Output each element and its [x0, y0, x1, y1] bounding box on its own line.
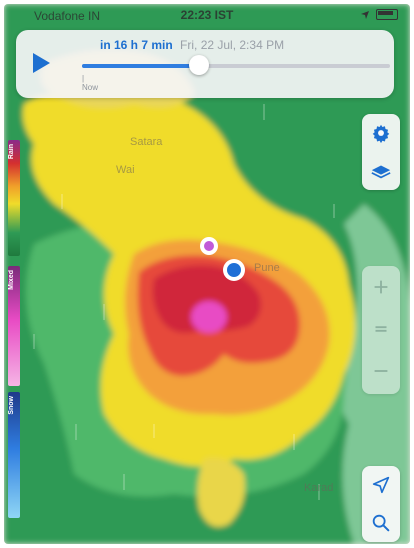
- legend-snow: Snow: [8, 392, 20, 518]
- search-icon: [372, 514, 390, 532]
- rain-area-south-yellow: [197, 458, 245, 527]
- play-button[interactable]: [26, 48, 56, 78]
- map-controls-top: [362, 114, 400, 190]
- status-bar: Vodafone IN 22:23 IST: [4, 4, 410, 28]
- status-right-icons: [360, 9, 398, 20]
- map-town-label: Wai: [116, 164, 135, 176]
- layers-icon: [371, 165, 391, 179]
- rain-area-extreme: [191, 301, 227, 333]
- app-screen: Satara Pune Karad Wai Vodafone IN 22:23 …: [4, 4, 410, 544]
- user-location-dot: [227, 263, 241, 277]
- equals-icon: [375, 326, 387, 332]
- timeline-slider-thumb[interactable]: [189, 55, 210, 75]
- zoom-in-button[interactable]: [362, 266, 400, 308]
- minus-icon: [374, 370, 388, 372]
- play-icon: [33, 53, 50, 73]
- battery-icon: [376, 9, 398, 20]
- rain-area-darkred: [152, 265, 262, 333]
- radar-player-panel: in 16 h 7 min Fri, 22 Jul, 2:34 PM | Now: [16, 30, 394, 98]
- status-time: 22:23 IST: [180, 8, 234, 22]
- legend-rain: Rain: [8, 140, 20, 256]
- map-town-label: Pune: [254, 262, 280, 274]
- legend-mixed-label: Mixed: [8, 270, 15, 290]
- layers-button[interactable]: [362, 152, 400, 190]
- map-town-label: Satara: [130, 136, 163, 148]
- zoom-out-button[interactable]: [362, 350, 400, 392]
- settings-button[interactable]: [362, 114, 400, 152]
- map-town-label: Karad: [304, 482, 334, 494]
- carrier-label: Vodafone IN: [34, 9, 101, 23]
- map-pin-inner: [204, 241, 214, 251]
- legend-mixed: Mixed: [8, 266, 20, 386]
- forecast-time: in 16 h 7 min Fri, 22 Jul, 2:34 PM: [100, 38, 284, 52]
- zoom-reset-button[interactable]: [362, 308, 400, 350]
- forecast-absolute-time: Fri, 22 Jul, 2:34 PM: [180, 38, 285, 52]
- map-zoom-controls: [362, 266, 400, 394]
- timeline-slider[interactable]: [82, 55, 390, 75]
- forecast-relative-time: in 16 h 7 min: [100, 38, 173, 52]
- legend-rain-label: Rain: [8, 144, 15, 160]
- plus-icon: [374, 280, 388, 294]
- location-services-icon: [361, 10, 369, 19]
- legend-snow-label: Snow: [8, 396, 15, 415]
- gear-icon: [372, 124, 390, 144]
- search-button[interactable]: [362, 504, 400, 542]
- timeline-now-marker: | Now: [82, 74, 99, 92]
- locate-me-button[interactable]: [362, 466, 400, 504]
- timeline-now-label: Now: [82, 83, 99, 92]
- map-controls-bottom: [362, 466, 400, 542]
- location-arrow-icon: [372, 476, 390, 494]
- timeline-progress-fill: [82, 64, 200, 68]
